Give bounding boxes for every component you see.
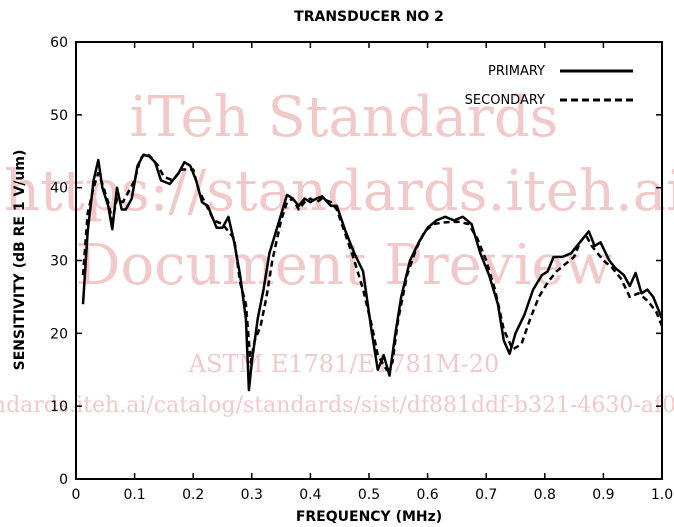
y-tick-label: 0 (59, 472, 68, 488)
watermark-line1: iTeh Standards (130, 85, 559, 150)
x-axis-label: FREQUENCY (MHz) (296, 509, 442, 525)
chart-title: TRANSDUCER NO 2 (294, 9, 444, 25)
x-tick-label: 0.8 (534, 487, 556, 503)
x-axis: 0 0.1 0.2 0.3 0.4 0.5 0.6 0.7 0.8 0.9 1.0 (72, 42, 673, 503)
series-line-primary (81, 153, 664, 392)
x-tick-label: 0.6 (416, 487, 438, 503)
y-axis: 0 10 20 30 40 50 60 (50, 35, 662, 488)
legend-label-primary: PRIMARY (488, 64, 545, 79)
y-tick-label: 60 (50, 35, 68, 51)
y-tick-label: 30 (50, 254, 68, 270)
y-tick-label: 20 (50, 326, 68, 342)
x-tick-label: 0.4 (299, 487, 321, 503)
x-tick-label: 0 (72, 487, 81, 503)
x-tick-label: 0.7 (475, 487, 497, 503)
x-tick-label: 0.9 (592, 487, 614, 503)
series-layer (81, 151, 664, 392)
legend: PRIMARY SECONDARY (465, 64, 633, 108)
series-line-secondary (81, 151, 664, 372)
x-tick-label: 1.0 (651, 487, 673, 503)
y-tick-label: 10 (50, 399, 68, 415)
x-tick-label: 0.3 (241, 487, 263, 503)
y-tick-label: 40 (50, 181, 68, 197)
watermark-line4: ASTM E1781/E1781M-20 (188, 350, 500, 378)
y-axis-label: SENSITIVITY (dB RE 1 V/um) (12, 150, 28, 371)
legend-label-secondary: SECONDARY (465, 93, 545, 108)
watermark-line2: (https://standards.iteh.ai) (0, 159, 674, 224)
x-tick-label: 0.1 (123, 487, 145, 503)
watermark-line3: Document Preview (76, 233, 613, 298)
x-tick-label: 0.5 (358, 487, 380, 503)
watermark: iTeh Standards (https://standards.iteh.a… (0, 85, 674, 418)
watermark-line5: https://standards.iteh.ai/catalog/standa… (0, 393, 674, 418)
y-tick-label: 50 (50, 108, 68, 124)
x-tick-label: 0.2 (182, 487, 204, 503)
